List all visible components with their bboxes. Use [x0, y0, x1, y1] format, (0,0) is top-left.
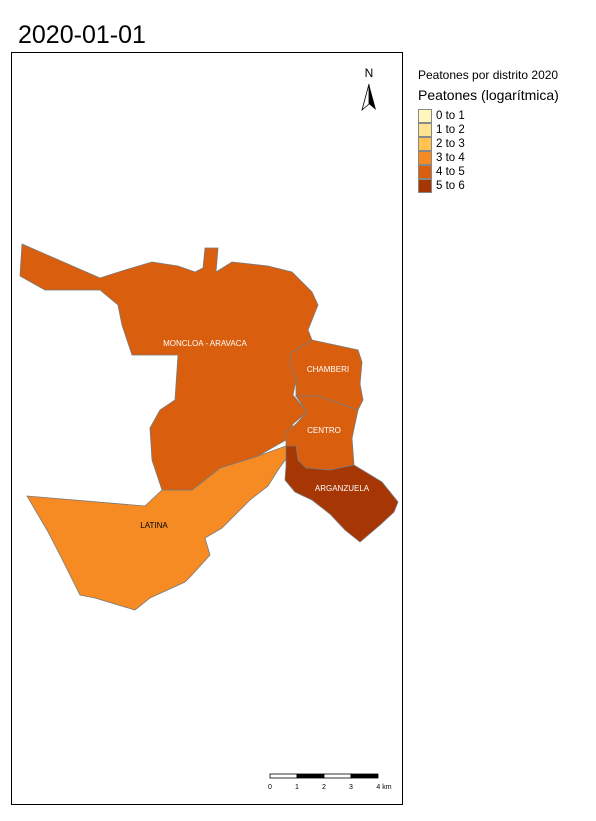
label-centro: CENTRO: [307, 426, 341, 435]
page-title: 2020-01-01: [18, 21, 146, 49]
legend-swatch: [418, 151, 432, 165]
legend-item: 2 to 3: [418, 137, 559, 151]
legend-item: 4 to 5: [418, 165, 559, 179]
label-latina: LATINA: [140, 521, 168, 530]
legend-label: 4 to 5: [436, 166, 465, 178]
legend-item: 1 to 2: [418, 123, 559, 137]
legend-title: Peatones por distrito 2020: [418, 68, 559, 82]
legend-item: 3 to 4: [418, 151, 559, 165]
legend-swatch: [418, 179, 432, 193]
legend: Peatones por distrito 2020 Peatones (log…: [418, 67, 559, 193]
scale-tick-0: 0: [268, 784, 272, 791]
legend-label: 1 to 2: [436, 124, 465, 136]
north-arrow-icon: [361, 83, 376, 112]
label-moncloa-aravaca: MONCLOA - ARAVACA: [163, 339, 247, 348]
legend-subtitle: Peatones (logarítmica): [418, 87, 559, 103]
legend-items: 0 to 1 1 to 2 2 to 3 3 to 4 4 to 5 5 to …: [418, 109, 559, 193]
legend-item: 5 to 6: [418, 179, 559, 193]
legend-label: 5 to 6: [436, 180, 465, 192]
label-chamberi: CHAMBERI: [307, 365, 349, 374]
legend-swatch: [418, 137, 432, 151]
legend-swatch: [418, 109, 432, 123]
legend-label: 3 to 4: [436, 152, 465, 164]
scale-tick-3: 3: [349, 784, 353, 791]
legend-swatch: [418, 165, 432, 179]
district-chamberi[interactable]: [289, 339, 364, 411]
scale-tick-2: 2: [322, 784, 326, 791]
legend-item: 0 to 1: [418, 109, 559, 123]
district-moncloa-aravaca[interactable]: [19, 243, 319, 491]
scale-bar: [269, 773, 379, 779]
legend-label: 2 to 3: [436, 138, 465, 150]
north-label: N: [365, 66, 374, 80]
label-arganzuela: ARGANZUELA: [315, 484, 370, 493]
district-arganzuela[interactable]: [284, 445, 399, 543]
scale-tick-1: 1: [295, 784, 299, 791]
legend-swatch: [418, 123, 432, 137]
legend-label: 0 to 1: [436, 110, 465, 122]
scale-tick-4: 4 km: [376, 784, 391, 791]
